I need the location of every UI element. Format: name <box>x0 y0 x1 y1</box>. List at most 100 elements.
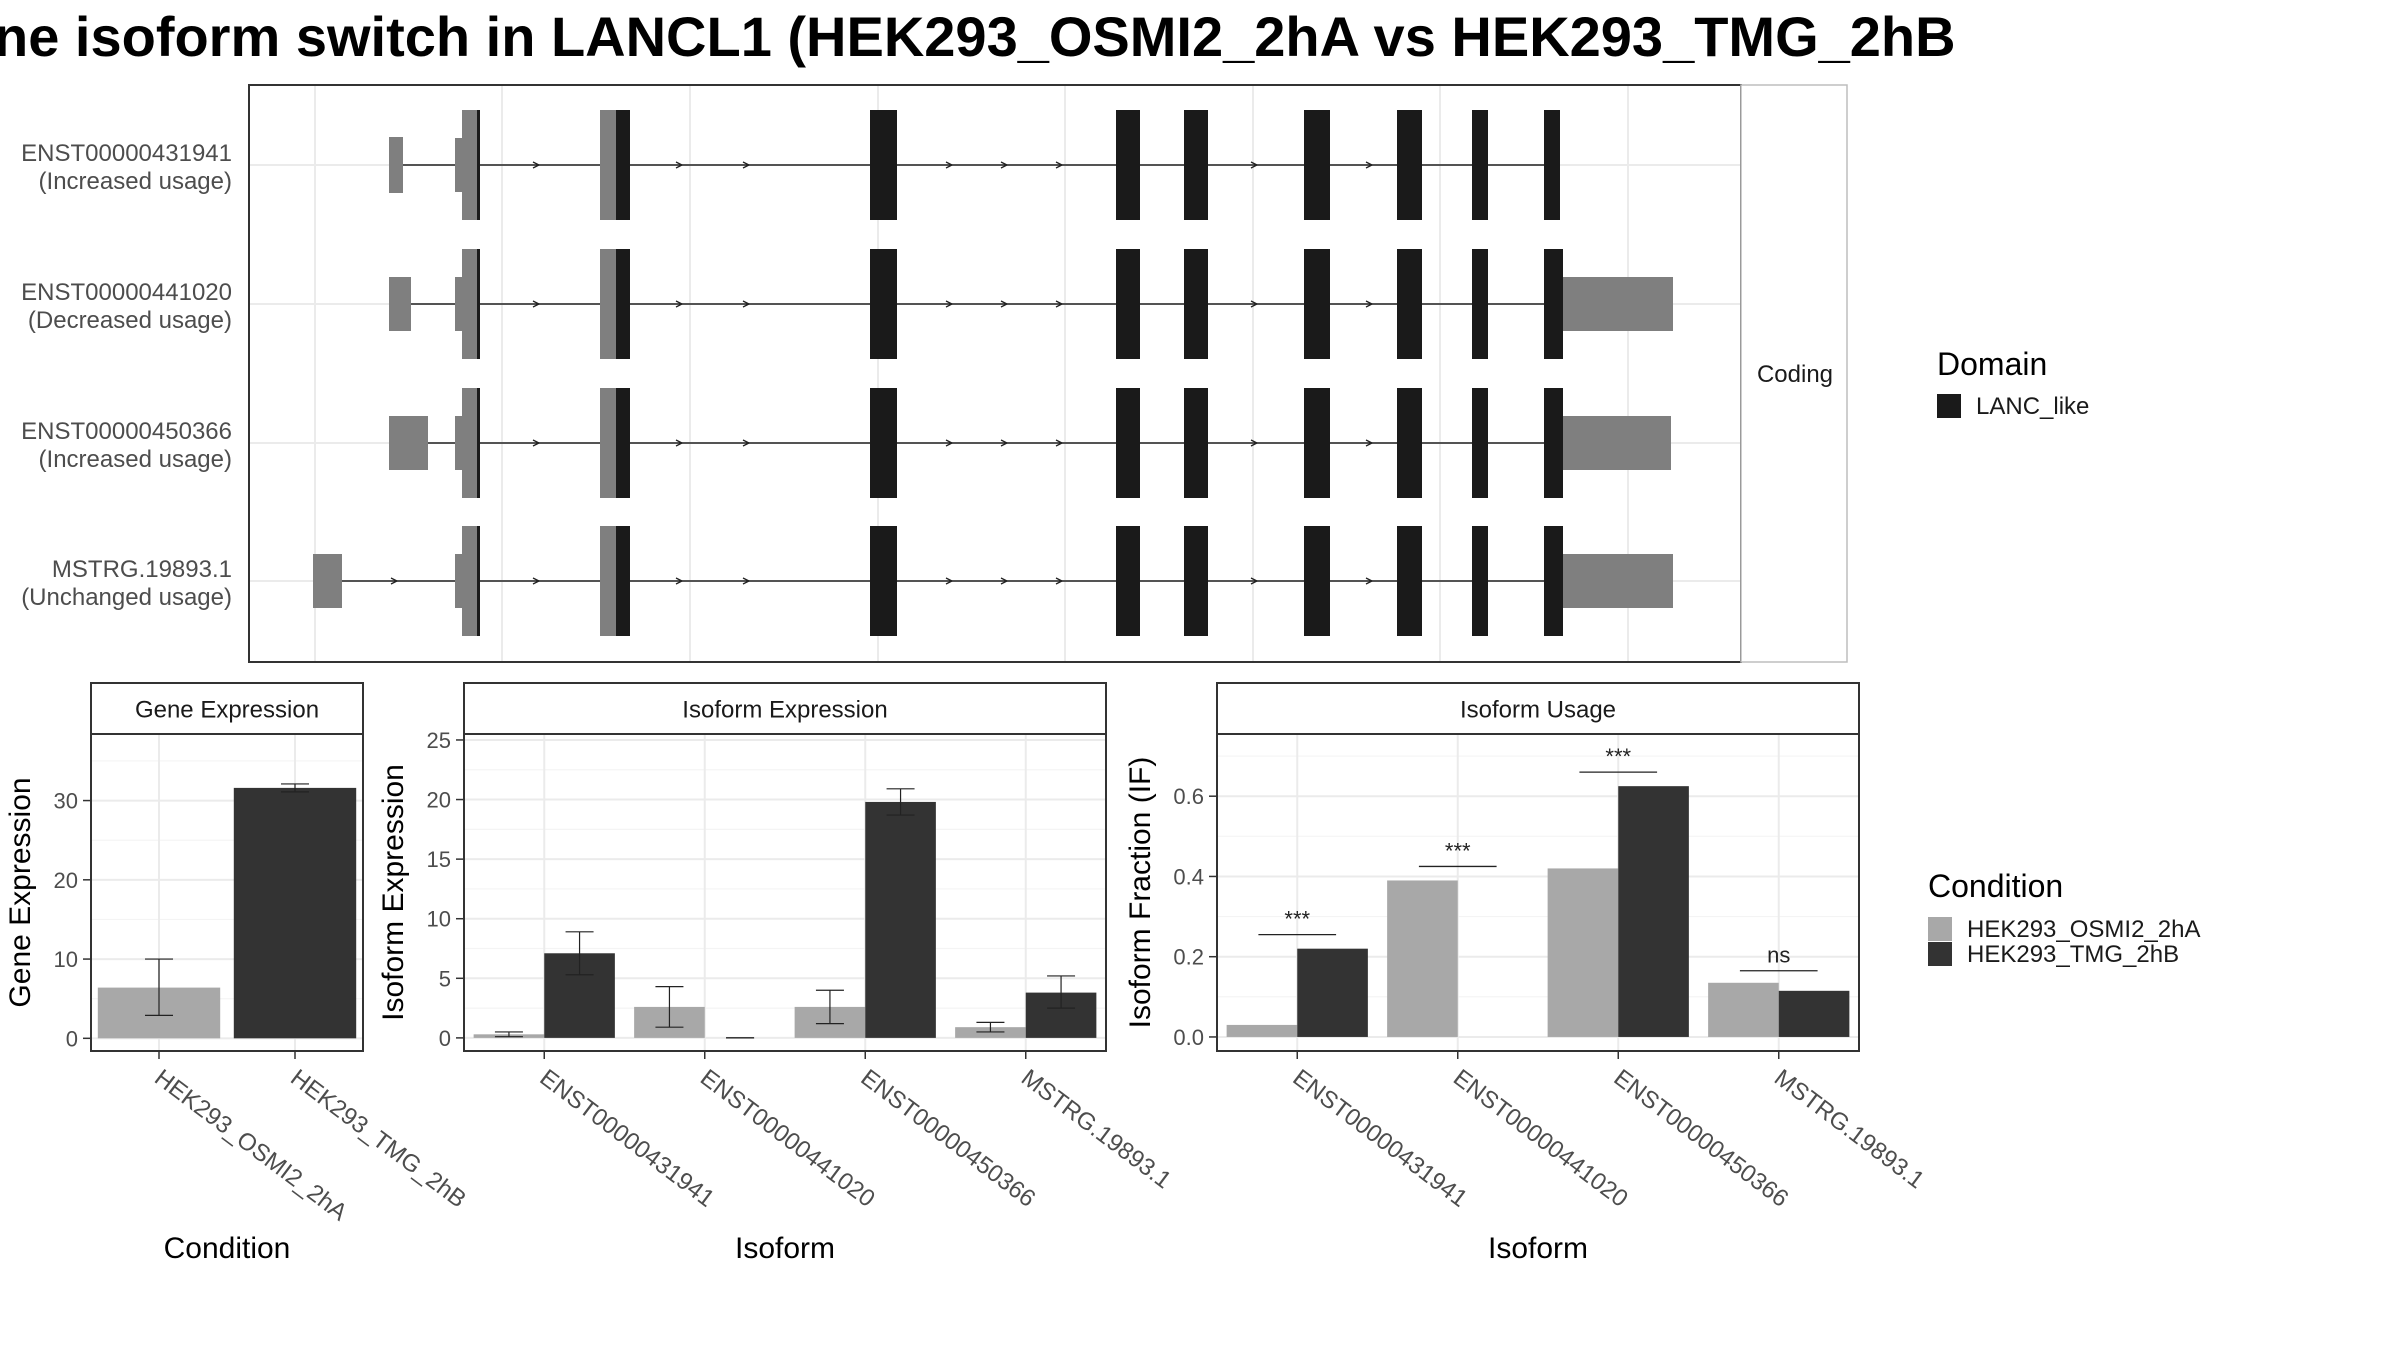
transcript-usage-label: (Unchanged usage) <box>21 584 232 611</box>
intron-arrow <box>1000 300 1009 308</box>
y-tick-label: 0 <box>66 1026 78 1051</box>
significance-label: *** <box>1445 838 1471 863</box>
x-tick-label: ENST00000431941 <box>535 1064 720 1212</box>
intron-arrow <box>945 577 954 585</box>
lanc-like-domain-exon <box>1184 388 1208 498</box>
x-tick-label: MSTRG.19893.1 <box>1769 1064 1929 1194</box>
y-tick-label: 5 <box>439 966 451 991</box>
x-tick-label: ENST00000450366 <box>1609 1064 1794 1212</box>
intron-arrow <box>1055 439 1064 447</box>
y-tick-label: 15 <box>427 847 451 872</box>
intron-arrow <box>742 439 751 447</box>
intron-arrow <box>675 439 684 447</box>
lanc-like-domain-exon <box>1472 388 1488 498</box>
lanc-like-domain-exon <box>477 249 480 359</box>
lanc-like-domain-exon <box>616 110 630 220</box>
transcript-id-label: MSTRG.19893.1 <box>52 556 232 583</box>
lanc-like-domain-exon <box>1116 526 1140 636</box>
lanc-like-domain-exon <box>1472 249 1488 359</box>
y-tick-label: 0 <box>439 1026 451 1051</box>
domain-legend-label: LANC_like <box>1976 393 2089 420</box>
isoform-usage-panel: *** *** *** ns Isoform Usage 0.0 0.2 0.4 0.6 ENST… <box>1124 682 1929 1265</box>
utr-exon <box>455 138 464 192</box>
transcript-MSTRG.19893.1 <box>313 526 1673 636</box>
lanc-like-domain-exon <box>870 110 897 220</box>
transcript-usage-label: (Decreased usage) <box>28 307 232 334</box>
lanc-like-domain-exon <box>477 526 480 636</box>
transcript-usage-label: (Increased usage) <box>39 168 232 195</box>
lanc-like-domain-exon <box>1304 249 1330 359</box>
utr-exon <box>1560 416 1671 470</box>
utr-exon <box>462 388 477 498</box>
lanc-like-domain-exon <box>1544 249 1560 359</box>
x-tick-label: ENST00000450366 <box>856 1064 1041 1212</box>
intron-arrow <box>945 439 954 447</box>
lanc-like-domain-exon <box>1472 110 1488 220</box>
intron-arrow <box>1250 577 1259 585</box>
lanc-like-domain-exon <box>1184 526 1208 636</box>
utr-exon <box>600 526 616 636</box>
lanc-like-domain-exon <box>1116 388 1140 498</box>
lanc-like-domain-exon <box>1397 526 1422 636</box>
y-tick-label: 30 <box>54 789 78 814</box>
lanc-like-domain-exon <box>1397 249 1422 359</box>
condition-legend-label: HEK293_OSMI2_2hA <box>1967 916 2200 943</box>
error-bar <box>1047 975 1076 1009</box>
intron-arrow <box>1055 577 1064 585</box>
intron-arrow <box>675 161 684 169</box>
intron-arrow <box>1250 300 1259 308</box>
bar <box>1547 868 1619 1037</box>
intron-arrow <box>532 439 541 447</box>
utr-exon <box>1560 277 1673 331</box>
domain-legend: Domain LANC_like <box>1937 346 2089 420</box>
lanc-like-domain-exon <box>616 388 630 498</box>
intron-arrow <box>1250 161 1259 169</box>
lanc-like-domain-exon <box>1304 110 1330 220</box>
y-tick-label: 0.2 <box>1173 945 1204 970</box>
lanc-like-domain-exon <box>870 388 897 498</box>
lanc-like-domain-exon <box>616 249 630 359</box>
transcript-usage-label: (Increased usage) <box>39 446 232 473</box>
domain-legend-title: Domain <box>1937 346 2047 382</box>
intron-arrow <box>675 300 684 308</box>
x-tick-label: ENST00000441020 <box>1448 1064 1633 1212</box>
x-axis-title: Condition <box>164 1232 291 1265</box>
transcript-id-label: ENST00000441020 <box>21 279 232 306</box>
utr-exon <box>600 249 616 359</box>
condition-legend-label: HEK293_TMG_2hB <box>1967 941 2179 968</box>
strip-title: Isoform Expression <box>682 697 887 724</box>
lanc-like-domain-exon <box>616 526 630 636</box>
lanc-like-domain-exon <box>1544 110 1560 220</box>
utr-exon <box>313 554 342 608</box>
facet-strip <box>90 682 364 735</box>
condition-legend-swatch <box>1928 942 1952 966</box>
lanc-like-domain-exon <box>1397 110 1422 220</box>
utr-exon <box>389 277 411 331</box>
y-tick-label: 10 <box>427 907 451 932</box>
utr-exon <box>600 388 616 498</box>
transcript-ENST00000450366 <box>389 388 1671 498</box>
lanc-like-domain-exon <box>1544 388 1560 498</box>
utr-exon <box>455 416 464 470</box>
condition-legend-title: Condition <box>1928 868 2063 904</box>
y-tick-label: 20 <box>54 868 78 893</box>
bar <box>1297 948 1368 1037</box>
utr-exon <box>462 110 477 220</box>
lanc-like-domain-exon <box>1116 249 1140 359</box>
error-bar <box>815 989 844 1025</box>
lanc-like-domain-exon <box>1560 526 1563 636</box>
strip-title: Gene Expression <box>135 697 319 724</box>
error-bar <box>281 783 309 793</box>
y-tick-label: 0.4 <box>1173 864 1204 889</box>
significance-label: *** <box>1284 907 1310 932</box>
plot-background <box>249 85 1741 662</box>
intron-arrow <box>1365 300 1374 308</box>
utr-exon <box>389 137 403 193</box>
lanc-like-domain-exon <box>1544 526 1560 636</box>
significance-label: *** <box>1605 744 1631 769</box>
lanc-like-domain-exon <box>1560 388 1563 498</box>
transcript-ENST00000431941 <box>389 110 1560 220</box>
x-tick-label: ENST00000441020 <box>695 1064 880 1212</box>
